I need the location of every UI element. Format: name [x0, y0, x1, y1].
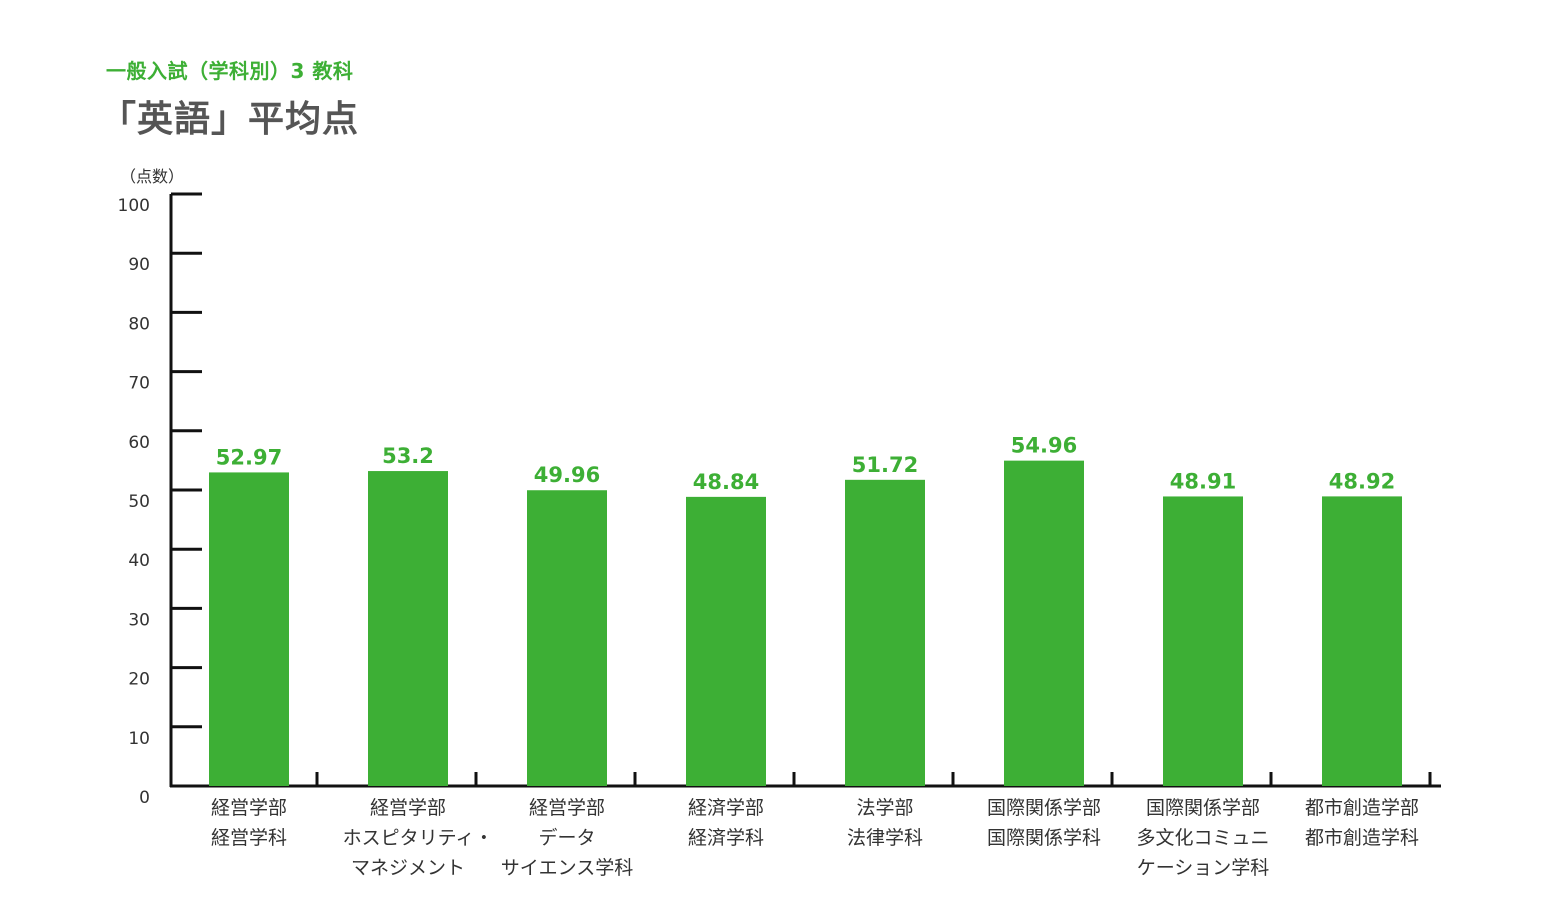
category-label: サイエンス学科 — [501, 857, 633, 879]
y-tick-label: 90 — [128, 255, 150, 275]
category-label: ホスピタリティ・ — [343, 827, 494, 849]
category-label: 法学部 — [856, 797, 913, 819]
bar — [1163, 496, 1243, 786]
category-label: 国際関係学科 — [987, 827, 1101, 849]
category-label: 経営学部 — [529, 797, 605, 819]
bar-value-label: 53.2 — [382, 444, 434, 468]
y-tick-label: 60 — [128, 433, 150, 453]
bar — [368, 471, 448, 786]
category-label: 経営学科 — [211, 827, 287, 849]
y-tick-label: 20 — [128, 670, 150, 690]
category-label: 都市創造学部 — [1305, 797, 1419, 819]
category-label: 経営学部 — [211, 797, 287, 819]
value-labels: 52.97 53.2 49.96 48.84 51.72 54.96 48.91 48.92 — [216, 434, 1395, 494]
category-label: 経営学部 — [370, 797, 446, 819]
category-label: ケーション学科 — [1137, 857, 1270, 879]
bar-value-label: 49.96 — [534, 463, 600, 487]
bar-value-label: 48.91 — [1170, 469, 1236, 493]
y-tick-label: 0 — [139, 788, 150, 808]
y-tick-label: 50 — [128, 492, 150, 512]
chart-subtitle: 一般入試（学科別）3 教科 — [106, 59, 354, 83]
category-labels: 経営学部経営学科経営学部ホスピタリティ・マネジメント経営学部データサイエンス学科… — [211, 797, 1419, 879]
y-ticks: 0 10 20 30 40 50 60 70 80 90 100 — [118, 192, 202, 808]
category-label: 都市創造学科 — [1305, 827, 1419, 849]
y-axis-unit-label: （点数） — [120, 167, 184, 186]
category-label: 法律学科 — [847, 827, 923, 849]
y-tick-label: 100 — [118, 196, 150, 216]
chart-title: 「英語」平均点 — [100, 99, 360, 140]
bar — [209, 472, 289, 786]
category-label: 経済学部 — [688, 797, 764, 819]
category-label: マネジメント — [351, 857, 465, 879]
y-tick-label: 10 — [128, 729, 150, 749]
category-label: 経済学科 — [688, 827, 764, 849]
bar — [845, 479, 925, 786]
bar-value-label: 48.84 — [693, 470, 759, 494]
bar — [527, 490, 607, 786]
category-label: 国際関係学部 — [1146, 797, 1260, 819]
y-tick-label: 80 — [128, 314, 150, 334]
bar-value-label: 48.92 — [1329, 469, 1395, 493]
axes — [169, 194, 1441, 788]
bar — [686, 496, 766, 786]
bar-value-label: 51.72 — [852, 453, 918, 477]
bar — [1322, 496, 1402, 786]
y-tick-label: 30 — [128, 610, 150, 630]
category-label: 国際関係学部 — [987, 797, 1101, 819]
bar — [1004, 460, 1084, 786]
bar-value-label: 52.97 — [216, 445, 282, 469]
category-label: 多文化コミュニ — [1136, 827, 1269, 849]
bar-value-label: 54.96 — [1011, 434, 1077, 458]
bars — [209, 460, 1402, 786]
category-label: データ — [538, 827, 595, 849]
y-tick-label: 40 — [128, 551, 150, 571]
y-tick-label: 70 — [128, 374, 150, 394]
